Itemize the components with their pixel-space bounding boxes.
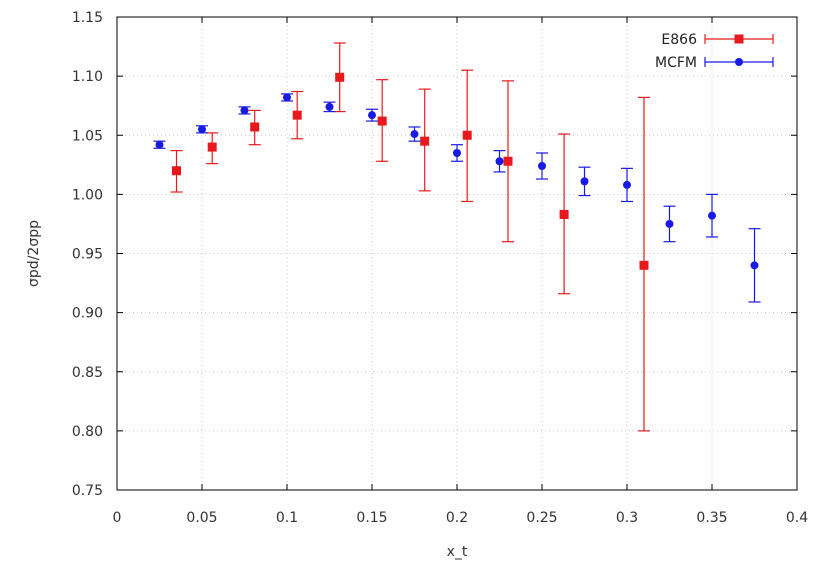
data-point-e866	[558, 133, 571, 295]
legend-label: MCFM	[655, 55, 697, 71]
y-tick-label: 1.10	[72, 69, 103, 85]
x-tick-label: 0	[113, 510, 122, 526]
circle-marker	[538, 161, 546, 170]
grid-lines	[117, 17, 797, 490]
data-point-mcfm	[408, 126, 421, 142]
circle-marker	[198, 125, 206, 134]
data-point-mcfm	[238, 106, 251, 115]
square-marker	[503, 156, 513, 166]
legend-item-mcfm: MCFM	[655, 55, 774, 71]
legend-item-e866: E866	[661, 32, 774, 48]
circle-marker	[580, 177, 589, 186]
legend: E866 MCFM	[655, 32, 774, 71]
y-tick-label: 0.80	[72, 424, 103, 440]
circle-marker	[750, 261, 759, 270]
data-point-mcfm	[706, 193, 718, 238]
circle-marker	[240, 106, 249, 115]
data-point-mcfm	[578, 166, 591, 197]
square-marker	[462, 130, 472, 140]
data-point-e866	[376, 79, 389, 162]
square-marker	[377, 116, 387, 126]
data-point-mcfm	[366, 108, 378, 122]
data-point-mcfm	[493, 150, 506, 173]
x-tick-label: 0.4	[786, 510, 808, 526]
square-marker	[250, 122, 260, 132]
data-point-mcfm	[281, 93, 293, 102]
x-tick-label: 0.1	[276, 510, 298, 526]
x-tick-label: 0.25	[526, 510, 557, 526]
circle-marker	[623, 180, 631, 189]
data-point-e866	[333, 42, 346, 113]
data-point-e866	[206, 132, 219, 165]
circle-marker	[495, 157, 504, 166]
data-point-mcfm	[621, 167, 633, 203]
series-mcfm	[153, 93, 761, 303]
legend-square-marker	[734, 34, 744, 44]
y-tick-label: 1.00	[72, 187, 103, 203]
data-point-mcfm	[748, 228, 761, 303]
y-tick-label: 1.05	[72, 128, 103, 144]
data-point-mcfm	[323, 101, 336, 113]
circle-marker	[283, 93, 291, 102]
circle-marker	[155, 140, 164, 149]
legend-circle-marker	[735, 58, 743, 66]
data-point-e866	[502, 80, 514, 243]
data-point-mcfm	[451, 144, 463, 162]
data-point-e866	[170, 150, 183, 193]
square-marker	[559, 209, 569, 219]
circle-marker	[453, 148, 461, 157]
data-point-mcfm	[196, 125, 208, 134]
legend-label: E866	[661, 32, 697, 48]
circle-marker	[665, 219, 674, 228]
data-point-mcfm	[536, 152, 548, 180]
circle-marker	[708, 211, 716, 220]
x-tick-label: 0.35	[696, 510, 727, 526]
square-marker	[207, 142, 217, 152]
x-tick-label: 0.2	[446, 510, 468, 526]
data-point-e866	[248, 109, 261, 146]
x-axis-label: x_t	[447, 544, 468, 560]
y-tick-label: 0.75	[72, 483, 103, 499]
y-tick-label: 0.85	[72, 365, 103, 381]
circle-marker	[325, 102, 334, 111]
y-axis-label: σpd/2σpp	[26, 220, 42, 287]
square-marker	[420, 136, 430, 146]
series-e866	[170, 42, 650, 432]
circle-marker	[368, 111, 376, 120]
y-tick-label: 1.15	[72, 10, 103, 26]
x-tick-label: 0.15	[356, 510, 387, 526]
data-point-e866	[461, 69, 474, 203]
data-point-mcfm	[663, 205, 676, 243]
circle-marker	[410, 130, 419, 139]
data-point-e866	[638, 96, 650, 432]
data-point-e866	[291, 90, 304, 140]
square-marker	[335, 72, 345, 82]
x-tick-label: 0.3	[616, 510, 638, 526]
data-series	[153, 42, 761, 432]
data-point-e866	[418, 88, 431, 192]
square-marker	[172, 166, 181, 176]
square-marker	[292, 110, 302, 120]
y-tick-label: 0.90	[72, 306, 103, 322]
data-point-mcfm	[153, 140, 166, 149]
axis-ticks: 0 0.05 0.1 0.15 0.2 0.25 0.3 0.35 0.4 0.75 0.80 0.8…	[72, 10, 808, 526]
square-marker	[639, 260, 649, 270]
y-tick-label: 0.95	[72, 247, 103, 263]
x-tick-label: 0.05	[186, 510, 217, 526]
